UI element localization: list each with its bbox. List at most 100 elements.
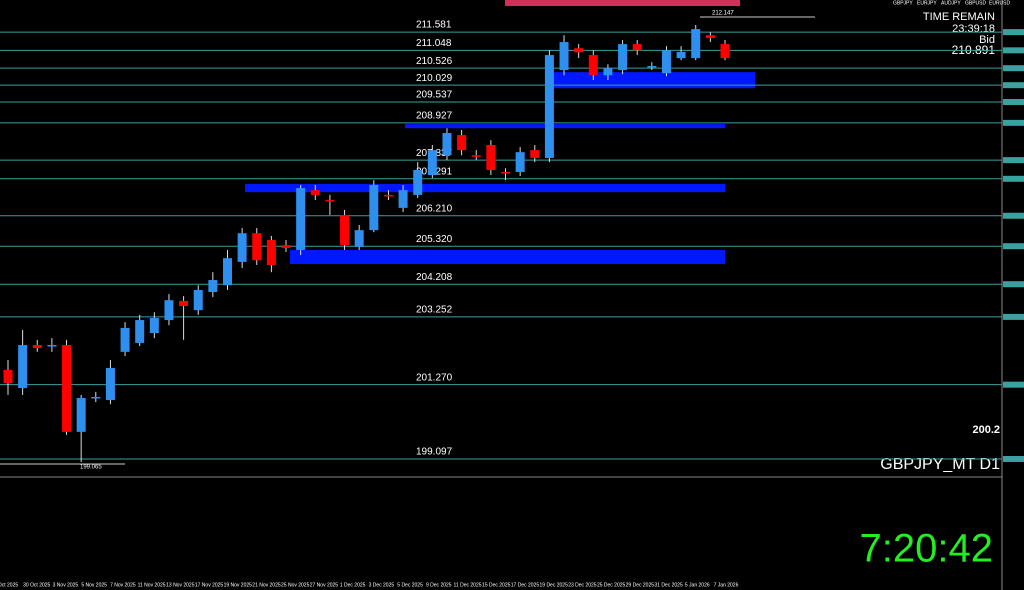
candle-body (427, 150, 437, 176)
x-tick-label: 9 Dec 2025 (426, 582, 452, 588)
x-tick-label: 27 Nov 2025 (310, 582, 339, 588)
x-tick-label: 5 Nov 2025 (81, 582, 107, 588)
candle-body (237, 233, 247, 262)
candle-body (515, 152, 525, 172)
bid-label: Bid (979, 34, 995, 46)
symbol-tab: EURJPY (917, 0, 937, 6)
x-tick-label: 29 Dec 2025 (626, 582, 655, 588)
alert-bar (505, 0, 740, 6)
candle-body (135, 320, 145, 343)
candle-body (588, 55, 598, 76)
x-tick-label: 7 Jan 2026 (714, 582, 739, 588)
symbol-tab: GBPUSD (965, 0, 987, 6)
candle-body (383, 194, 393, 197)
candle-body (720, 44, 730, 59)
price-tag (1003, 455, 1024, 462)
x-tick-label: 19 Dec 2025 (540, 582, 569, 588)
symbol-tab: GBPJPY (893, 0, 913, 6)
level-label: 210.029 (416, 73, 453, 84)
candle-body (105, 367, 115, 401)
candle-body (340, 215, 350, 246)
x-tick-label: 25 Dec 2025 (597, 582, 626, 588)
x-tick-label: 11 Dec 2025 (454, 582, 482, 588)
x-tick-label: 3 Dec 2025 (369, 582, 395, 588)
symbol-tab: EURUSD (989, 0, 1011, 6)
candle-body (705, 35, 715, 38)
level-label: 199.097 (416, 447, 453, 458)
level-label: 208.927 (416, 110, 453, 121)
candle-body (544, 55, 554, 158)
candle-body (325, 200, 335, 202)
candle-body (398, 190, 408, 208)
level-label: 201.270 (416, 372, 453, 383)
candle-body (18, 345, 28, 389)
level-label: 211.048 (416, 38, 452, 49)
x-tick-label: 30 Oct 2025 (23, 582, 50, 588)
candle-body (179, 300, 189, 307)
price-tag (1003, 47, 1024, 54)
price-tag (1003, 82, 1024, 89)
x-tick-label: 31 Dec 2025 (654, 582, 683, 588)
candle-body (193, 289, 203, 311)
level-label: 206.210 (416, 203, 453, 214)
level-label: 204.208 (416, 272, 453, 283)
zone (545, 72, 755, 89)
candle-body (281, 245, 291, 248)
x-tick-label: 17 Dec 2025 (511, 582, 540, 588)
candle-body (676, 51, 686, 59)
candle-body (3, 369, 13, 383)
candle-body (149, 318, 159, 334)
x-tick-label: 19 Nov 2025 (224, 582, 253, 588)
symbol-tab: AUDJPY (941, 0, 961, 6)
candle-body (76, 398, 86, 432)
level-label: 205.320 (416, 234, 453, 245)
price-tag (1003, 157, 1024, 164)
x-tick-label: 1 Dec 2025 (340, 582, 366, 588)
x-tick-label: 5 Jan 2026 (685, 582, 710, 588)
zone (290, 249, 725, 264)
level-label: 210.526 (416, 56, 453, 67)
candle-body (559, 42, 569, 71)
level-label: 203.252 (416, 305, 453, 316)
price-tag (1003, 29, 1024, 36)
candle-body (62, 345, 72, 432)
candle-body (369, 184, 379, 231)
candle-body (266, 240, 276, 265)
high-price-label: 212.147 (712, 11, 734, 17)
clock: 7:20:42 (860, 527, 993, 571)
symbol-label: GBPJPY_MT D1 (880, 456, 1000, 473)
candle-body (603, 68, 613, 76)
candle-body (618, 44, 628, 71)
candle-body (296, 188, 306, 250)
x-tick-label: 7 Nov 2025 (110, 582, 136, 588)
candle-body (91, 396, 101, 399)
candle-body (530, 150, 540, 158)
x-tick-label: Oct 2025 (0, 582, 18, 588)
time-remain-label: TIME REMAIN (923, 11, 995, 23)
low-price-label: 199.065 (80, 465, 102, 471)
candle-body (661, 50, 671, 74)
candle-body (457, 135, 467, 151)
candle-body (164, 300, 174, 321)
candle-body (647, 65, 657, 68)
candle-body (208, 280, 218, 293)
candle-body (32, 345, 42, 349)
level-label: 209.537 (416, 90, 453, 101)
candle-body (486, 144, 496, 170)
price-tag (1003, 175, 1024, 182)
candle-body (310, 190, 320, 195)
x-tick-label: 21 Nov 2025 (252, 582, 281, 588)
side-value: 200.2 (972, 424, 1000, 436)
candle-body (471, 155, 481, 157)
x-tick-label: 5 Dec 2025 (397, 582, 423, 588)
zone (245, 183, 725, 193)
x-tick-label: 15 Dec 2025 (482, 582, 511, 588)
price-tag (1003, 119, 1024, 126)
price-tag (1003, 212, 1024, 219)
level-label: 211.581 (416, 20, 452, 31)
x-tick-label: 25 Nov 2025 (281, 582, 310, 588)
candle-body (574, 48, 584, 53)
x-tick-label: 17 Nov 2025 (195, 582, 224, 588)
